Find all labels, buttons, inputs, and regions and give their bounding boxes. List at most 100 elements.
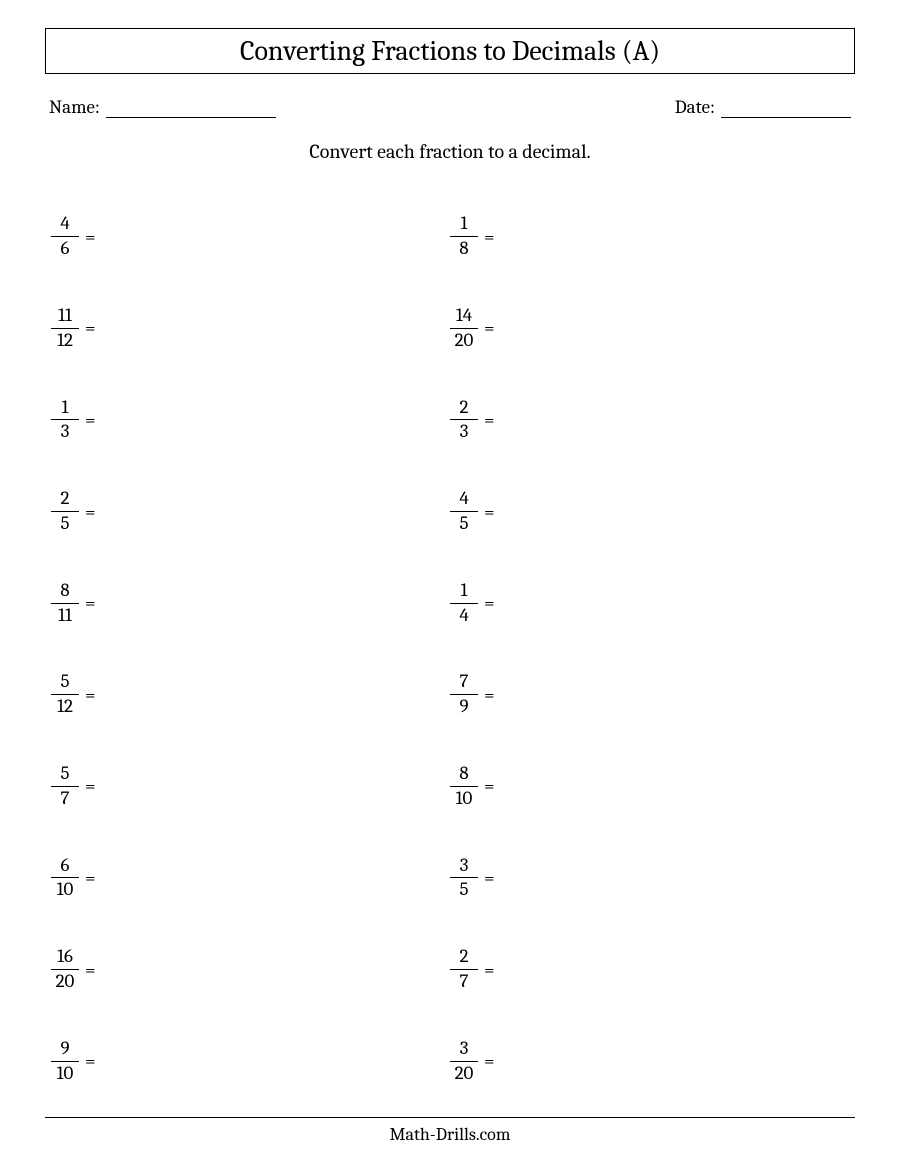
equals-sign: = <box>484 317 495 339</box>
numerator: 3 <box>458 1038 471 1060</box>
problem: 610 = <box>51 832 450 924</box>
numerator: 6 <box>59 855 72 877</box>
meta-row: Name: Date: <box>45 96 855 118</box>
fraction: 1112 <box>51 305 79 352</box>
numerator: 5 <box>58 763 71 785</box>
problem: 320 = <box>450 1015 849 1107</box>
fraction: 27 <box>450 946 478 993</box>
problems-grid: 46=18=1112=1420=13=23=25=45=811=14=512=7… <box>45 191 855 1107</box>
numerator: 11 <box>56 305 74 327</box>
numerator: 3 <box>458 855 471 877</box>
problem: 1112 = <box>51 283 450 375</box>
fraction: 1620 <box>51 946 79 993</box>
fraction: 35 <box>450 855 478 902</box>
equals-sign: = <box>484 226 495 248</box>
denominator: 10 <box>55 1063 76 1085</box>
fraction: 79 <box>450 671 478 718</box>
name-underline[interactable] <box>106 97 276 118</box>
denominator: 4 <box>457 605 470 627</box>
problem: 910= <box>51 1015 450 1107</box>
fraction: 512 <box>51 671 79 718</box>
fraction: 1420 <box>450 305 478 352</box>
problem: 810= <box>450 741 849 833</box>
name-label: Name: <box>49 96 100 118</box>
equals-sign: = <box>484 592 495 614</box>
problem: 18= <box>450 191 849 283</box>
fraction: 23 <box>450 397 478 444</box>
numerator: 1 <box>60 397 71 419</box>
numerator: 2 <box>458 946 471 968</box>
fraction: 811 <box>51 580 79 627</box>
name-field: Name: <box>49 96 276 118</box>
equals-sign: = <box>85 959 96 981</box>
problem: 46= <box>51 191 450 283</box>
fraction: 810 <box>450 763 478 810</box>
equals-sign: = <box>85 409 96 431</box>
denominator: 10 <box>55 879 76 901</box>
numerator: 4 <box>58 213 71 235</box>
problem: 25= <box>51 466 450 558</box>
date-label: Date: <box>675 96 715 118</box>
fraction: 14 <box>450 580 478 627</box>
numerator: 1 <box>459 580 470 602</box>
numerator: 2 <box>458 397 471 419</box>
denominator: 3 <box>59 421 72 443</box>
date-field: Date: <box>675 96 851 118</box>
problem: 79 = <box>450 649 849 741</box>
equals-sign: = <box>484 409 495 431</box>
fraction: 25 <box>51 488 79 535</box>
problem: 1620= <box>51 924 450 1016</box>
equals-sign: = <box>85 1050 96 1072</box>
problem: 512 = <box>51 649 450 741</box>
numerator: 2 <box>59 488 72 510</box>
numerator: 7 <box>458 671 471 693</box>
instructions-text: Convert each fraction to a decimal. <box>309 140 590 163</box>
fraction: 610 <box>51 855 79 902</box>
equals-sign: = <box>484 684 495 706</box>
numerator: 8 <box>58 580 71 602</box>
equals-sign: = <box>85 317 96 339</box>
denominator: 7 <box>59 788 72 810</box>
denominator: 11 <box>56 605 74 627</box>
fraction: 910 <box>51 1038 79 1085</box>
numerator: 9 <box>58 1038 71 1060</box>
problem: 57= <box>51 741 450 833</box>
denominator: 10 <box>454 788 475 810</box>
equals-sign: = <box>484 867 495 889</box>
problem: 1420 = <box>450 283 849 375</box>
problem: 23 = <box>450 374 849 466</box>
denominator: 5 <box>457 879 470 901</box>
worksheet-title-box: Converting Fractions to Decimals (A) <box>45 28 855 74</box>
denominator: 6 <box>59 238 72 260</box>
equals-sign: = <box>85 501 96 523</box>
numerator: 16 <box>55 946 75 968</box>
problem: 14= <box>450 557 849 649</box>
footer-text: Math-Drills.com <box>390 1124 511 1145</box>
footer: Math-Drills.com <box>45 1117 855 1145</box>
denominator: 20 <box>453 330 476 352</box>
numerator: 5 <box>58 671 71 693</box>
worksheet-title: Converting Fractions to Decimals (A) <box>240 35 660 67</box>
problem: 35 = <box>450 832 849 924</box>
fraction: 320 <box>450 1038 478 1085</box>
numerator: 1 <box>459 213 470 235</box>
problem: 45= <box>450 466 849 558</box>
instructions: Convert each fraction to a decimal. <box>45 140 855 163</box>
fraction: 18 <box>450 213 478 260</box>
denominator: 5 <box>58 513 71 535</box>
equals-sign: = <box>85 684 96 706</box>
fraction: 13 <box>51 397 79 444</box>
equals-sign: = <box>484 775 495 797</box>
problem: 13 = <box>51 374 450 466</box>
numerator: 8 <box>457 763 470 785</box>
equals-sign: = <box>484 501 495 523</box>
equals-sign: = <box>85 867 96 889</box>
date-underline[interactable] <box>721 97 851 118</box>
denominator: 20 <box>54 971 77 993</box>
fraction: 46 <box>51 213 79 260</box>
numerator: 4 <box>457 488 470 510</box>
equals-sign: = <box>85 592 96 614</box>
denominator: 8 <box>457 238 470 260</box>
denominator: 7 <box>458 971 471 993</box>
equals-sign: = <box>484 1050 495 1072</box>
